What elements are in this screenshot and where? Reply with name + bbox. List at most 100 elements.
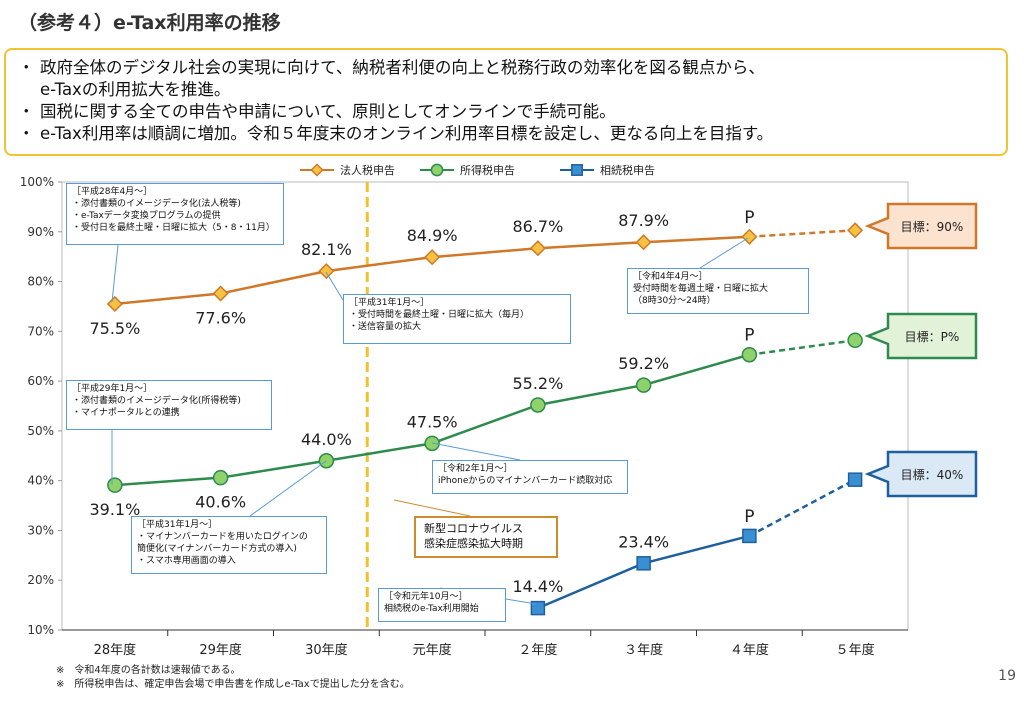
data-label: 75.5% — [89, 319, 140, 338]
data-point — [318, 263, 335, 280]
provisional-marker-label: P — [744, 507, 754, 527]
annotation-connector — [249, 460, 327, 517]
annotation-connector — [431, 442, 521, 461]
data-point — [318, 453, 335, 469]
series-line-target — [749, 339, 856, 356]
data-point — [847, 222, 864, 239]
data-point — [107, 477, 123, 493]
data-point — [635, 377, 652, 393]
y-tick-label: 90% — [27, 225, 54, 239]
data-point — [530, 600, 546, 616]
x-tick-label: 28年度 — [94, 642, 137, 658]
x-tick-label: 29年度 — [199, 642, 242, 658]
page-title: （参考４）e-Tax利用率の推移 — [18, 12, 281, 34]
data-label: 84.9% — [407, 226, 458, 245]
footnote: ※ 所得税申告は、確定申告会場で申告書を作成しe-Taxで提出した分を含む。 — [56, 679, 410, 690]
annotation-box: ［平成31年1月～］ ・受付時間を最終土曜・日曜に拡大（毎月） ・送信容量の拡大 — [343, 294, 571, 344]
data-point — [424, 249, 441, 266]
y-tick-label: 20% — [27, 573, 54, 587]
series-line — [114, 292, 221, 306]
data-label: 82.1% — [301, 240, 352, 259]
legend-label: 所得税申告 — [460, 163, 515, 177]
target-label: 目標：90% — [901, 220, 964, 234]
legend-label: 相続税申告 — [600, 163, 655, 177]
y-tick-label: 100% — [20, 175, 54, 189]
target-callout — [864, 202, 978, 250]
x-tick-label: ５年度 — [836, 642, 875, 658]
legend-marker — [571, 164, 583, 176]
x-tick-label: 30年度 — [305, 642, 348, 658]
series-line-target — [748, 478, 856, 538]
legend-label: 法人税申告 — [340, 163, 395, 177]
target-label: 目標：P% — [905, 330, 960, 344]
data-label: 55.2% — [512, 374, 563, 393]
data-point — [212, 469, 229, 486]
y-tick-label: 10% — [27, 623, 54, 637]
annotation-connector — [393, 499, 471, 517]
annotation-box: ［令和4年4月～］ 受付時間を毎週土曜・日曜に拡大 （8時30分～24時） — [627, 268, 809, 314]
series-line — [220, 269, 327, 295]
footnotes: ※ 令和4年度の各計数は速報値である。 ※ 所得税申告は、確定申告会場で申告書を… — [56, 664, 410, 692]
series-line — [431, 403, 539, 445]
annotation-box: ［平成28年4月～］ ・添付書類のイメージデータ化(法人税等) ・e-Taxデータ変… — [66, 183, 284, 245]
data-point — [847, 472, 863, 487]
series-line — [220, 459, 327, 479]
data-point — [741, 346, 758, 363]
y-tick-label: 60% — [27, 374, 54, 388]
series-line — [537, 383, 644, 407]
annotation-connector — [325, 271, 344, 301]
series-line — [114, 476, 221, 487]
legend-marker — [310, 163, 324, 177]
data-label: 77.6% — [195, 309, 246, 328]
data-label: 87.9% — [618, 211, 669, 230]
series-line-target — [749, 229, 856, 239]
series-line — [643, 353, 750, 387]
annotation-connector — [699, 237, 749, 269]
annotation-box: ［平成31年1月～］ ・マイナンバーカードを用いたログインの 簡便化(マイナンバーカ… — [131, 516, 327, 574]
x-tick-label: ４年度 — [730, 642, 769, 658]
x-tick-label: ２年度 — [518, 642, 557, 658]
data-label: 14.4% — [512, 577, 563, 596]
annotation-box: ［令和2年1月～］ iPhoneからのマイナンバーカード読取対応 — [432, 460, 628, 494]
series-line — [643, 534, 750, 565]
bullet-item: ・政府全体のデジタル社会の実現に向けて、納税者利便の向上と税務行政の効率化を図る… — [18, 58, 765, 77]
y-tick-label: 30% — [27, 523, 54, 537]
data-label: 23.4% — [618, 532, 669, 551]
y-tick-label: 80% — [27, 275, 54, 289]
y-tick-label: 70% — [27, 324, 54, 338]
bullet-continuation: e-Taxの利用拡大を推進。 — [40, 80, 231, 99]
legend-marker — [430, 163, 444, 177]
series-line — [537, 562, 645, 610]
y-tick-label: 50% — [27, 424, 54, 438]
data-point — [530, 397, 546, 413]
bullet-item: ・ e-Tax利用率は順調に増加。令和５年度末のオンライン利用率目標を設定し、更な… — [18, 124, 774, 143]
annotation-box: ［平成29年1月～］ ・添付書類のイメージデータ化(所得税等) ・マイナポータルとの… — [66, 380, 272, 430]
data-point — [212, 285, 229, 302]
series-line — [432, 246, 538, 259]
target-callout — [864, 312, 978, 360]
data-point — [636, 556, 651, 571]
data-point — [741, 228, 758, 245]
annotation-connector — [111, 244, 119, 303]
data-label: 47.5% — [407, 412, 458, 431]
series-line — [326, 255, 433, 273]
provisional-marker-label: P — [744, 326, 754, 346]
data-label: 86.7% — [512, 217, 563, 236]
target-callout — [864, 450, 978, 498]
summary-box: ・政府全体のデジタル社会の実現に向けて、納税者利便の向上と税務行政の効率化を図る… — [4, 48, 1008, 156]
series-line — [326, 442, 433, 462]
y-tick-label: 40% — [27, 474, 54, 488]
target-label: 目標：40% — [901, 468, 964, 482]
data-label: 44.0% — [301, 430, 352, 449]
data-point — [635, 234, 652, 251]
data-label: 40.6% — [195, 493, 246, 512]
footnote: ※ 令和4年度の各計数は速報値である。 — [56, 665, 241, 676]
annotation-box: ［令和元年10月～］ 相続税のe-Tax利用開始 — [378, 588, 506, 622]
series-line — [537, 240, 644, 250]
provisional-marker-label: P — [744, 208, 754, 228]
data-label: 39.1% — [89, 500, 140, 519]
data-point — [529, 240, 546, 257]
bullet-item: ・国税に関する全ての申告や申請について、原則としてオンラインで手続可能。 — [18, 102, 616, 121]
x-tick-label: ３年度 — [624, 642, 663, 658]
